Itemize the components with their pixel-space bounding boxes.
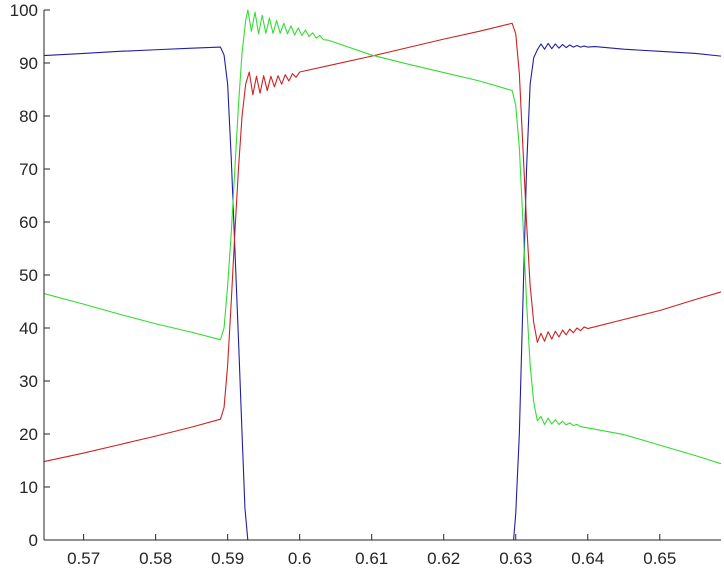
x-tick-label: 0.61 (355, 549, 388, 568)
series-line-1 (43, 42, 722, 541)
x-tick-label: 0.62 (427, 549, 460, 568)
y-tick-label: 40 (19, 319, 38, 338)
y-tick-label: 30 (19, 372, 38, 391)
y-tick-label: 10 (19, 478, 38, 497)
x-tick-label: 0.64 (571, 549, 604, 568)
x-tick-label: 0.59 (211, 549, 244, 568)
y-tick-label: 20 (19, 425, 38, 444)
y-tick-label: 90 (19, 54, 38, 73)
x-tick-label: 0.6 (288, 549, 312, 568)
x-tick-label: 0.65 (643, 549, 676, 568)
y-tick-label: 70 (19, 160, 38, 179)
axes: 0 10 20 30 40 50 60 70 80 90 100 0.57 0.58 0.59 0.6 0.6… (10, 1, 721, 568)
series-line-2 (43, 22, 722, 463)
x-tick-label: 0.57 (67, 549, 100, 568)
y-tick-label: 50 (19, 266, 38, 285)
plot-area (43, 9, 722, 541)
x-tick-label: 0.63 (499, 549, 532, 568)
y-tick-label: 0 (29, 531, 38, 550)
y-tick-label: 80 (19, 107, 38, 126)
x-tick-label: 0.58 (139, 549, 172, 568)
series-line-3 (43, 9, 722, 465)
y-tick-label: 100 (10, 1, 38, 20)
y-tick-label: 60 (19, 213, 38, 232)
